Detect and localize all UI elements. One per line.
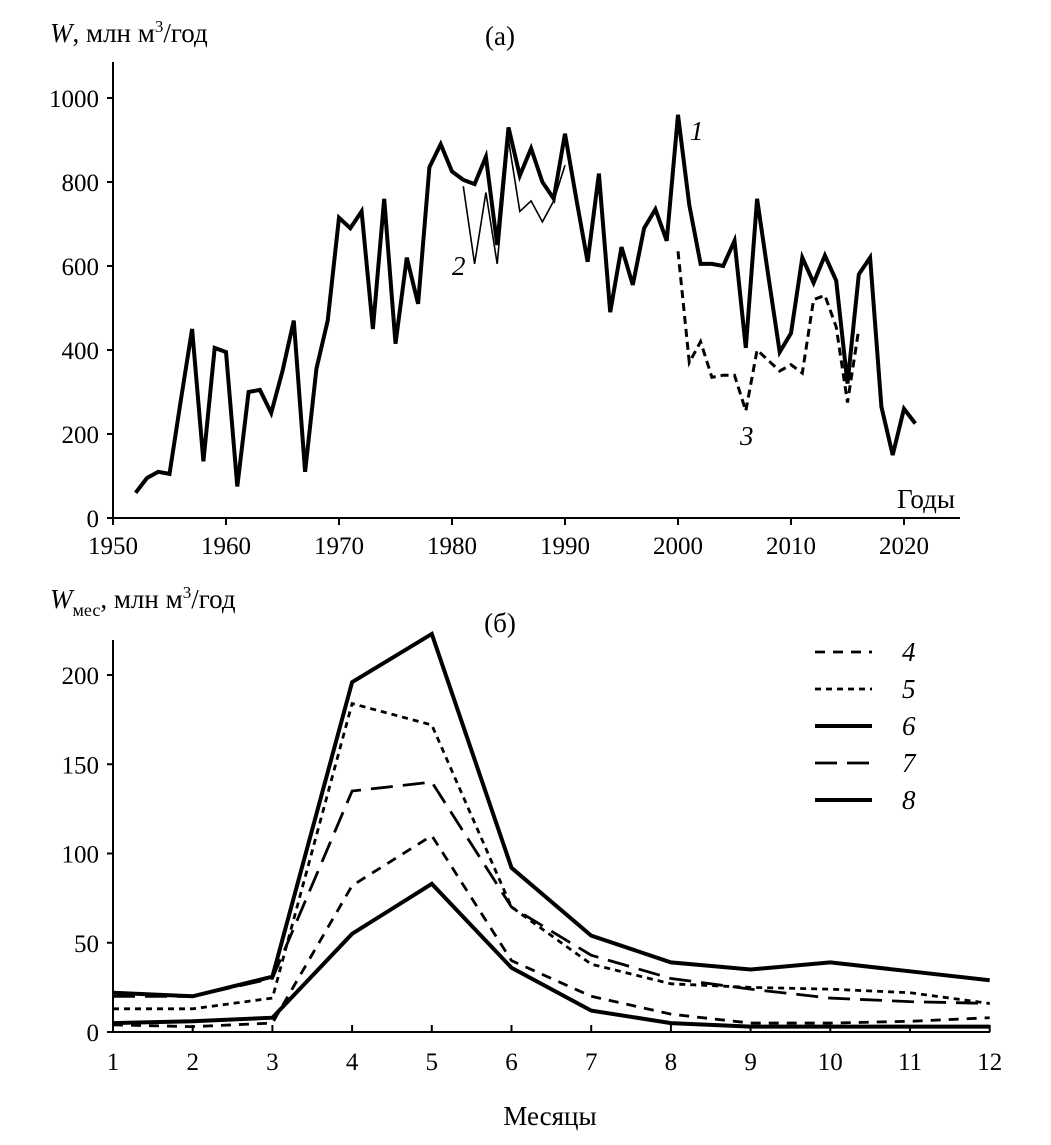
- x-tick-label: 10: [818, 1049, 843, 1076]
- x-tick-label: 3: [266, 1049, 279, 1076]
- panel-a-plot: 0 200 400 600 800 1000 1950 1960 1970 1980 1990 200…: [49, 62, 960, 560]
- x-tick-label: 2000: [653, 533, 703, 560]
- panel-b-xlabel: Месяцы: [503, 1101, 596, 1131]
- legend-item-8: 8: [815, 785, 916, 815]
- y-tick-label: 1000: [49, 86, 99, 113]
- y-tick-label: 50: [74, 931, 99, 958]
- y-tick-label: 200: [62, 422, 100, 449]
- x-tick-label: 12: [977, 1049, 1002, 1076]
- x-tick-label: 2020: [879, 533, 929, 560]
- series-label-1: 1: [690, 116, 704, 146]
- y-tick-label: 150: [62, 752, 100, 779]
- x-tick-label: 1950: [88, 533, 138, 560]
- series-2-line: [462, 139, 566, 265]
- panel-a-xlabel: Годы: [897, 484, 955, 514]
- y-tick-label: 400: [62, 338, 100, 365]
- series-6-line: [112, 630, 990, 999]
- x-tick-label: 2: [186, 1049, 199, 1076]
- series-label-2: 2: [452, 251, 466, 281]
- legend-label: 7: [902, 748, 917, 778]
- series-8-line: [112, 881, 990, 1029]
- y-tick-label: 0: [87, 506, 100, 533]
- series-label-3: 3: [739, 421, 754, 451]
- legend-label: 5: [902, 674, 916, 704]
- y-tick-label: 200: [62, 663, 100, 690]
- x-tick-label: 1990: [540, 533, 590, 560]
- legend-label: 8: [902, 785, 916, 815]
- x-tick-label: 1: [107, 1049, 120, 1076]
- x-tick-label: 5: [426, 1049, 439, 1076]
- x-tick-label: 6: [505, 1049, 518, 1076]
- x-tick-label: 2010: [766, 533, 816, 560]
- y-tick-label: 0: [87, 1020, 100, 1047]
- series-3-line: [676, 251, 861, 412]
- legend-item-7: 7: [815, 748, 917, 778]
- series-7-line: [113, 780, 990, 1005]
- x-tick-label: 1960: [201, 533, 251, 560]
- legend-label: 4: [902, 637, 916, 667]
- legend-label: 6: [902, 711, 916, 741]
- x-tick-label: 11: [898, 1049, 922, 1076]
- series-1-line: [134, 114, 917, 495]
- x-tick-label: 7: [585, 1049, 598, 1076]
- y-tick-label: 100: [62, 842, 100, 869]
- series-5-line: [113, 701, 990, 1011]
- x-tick-label: 1980: [427, 533, 477, 560]
- legend-item-6: 6: [815, 711, 916, 741]
- x-tick-label: 4: [346, 1049, 359, 1076]
- x-tick-label: 9: [744, 1049, 757, 1076]
- series-4-line: [112, 833, 990, 1029]
- legend-item-4: 4: [815, 637, 916, 667]
- panel-b-ylabel: Wмес, млн м3/год: [50, 583, 236, 620]
- y-tick-label: 600: [62, 254, 100, 281]
- panel-a-title: (а): [485, 21, 515, 51]
- legend-item-5: 5: [815, 674, 916, 704]
- panel-a-ylabel: W, млн м3/год: [50, 17, 208, 48]
- y-tick-label: 800: [62, 170, 100, 197]
- panel-b-title: (б): [484, 608, 516, 638]
- x-tick-label: 1970: [314, 533, 364, 560]
- x-tick-label: 8: [665, 1049, 678, 1076]
